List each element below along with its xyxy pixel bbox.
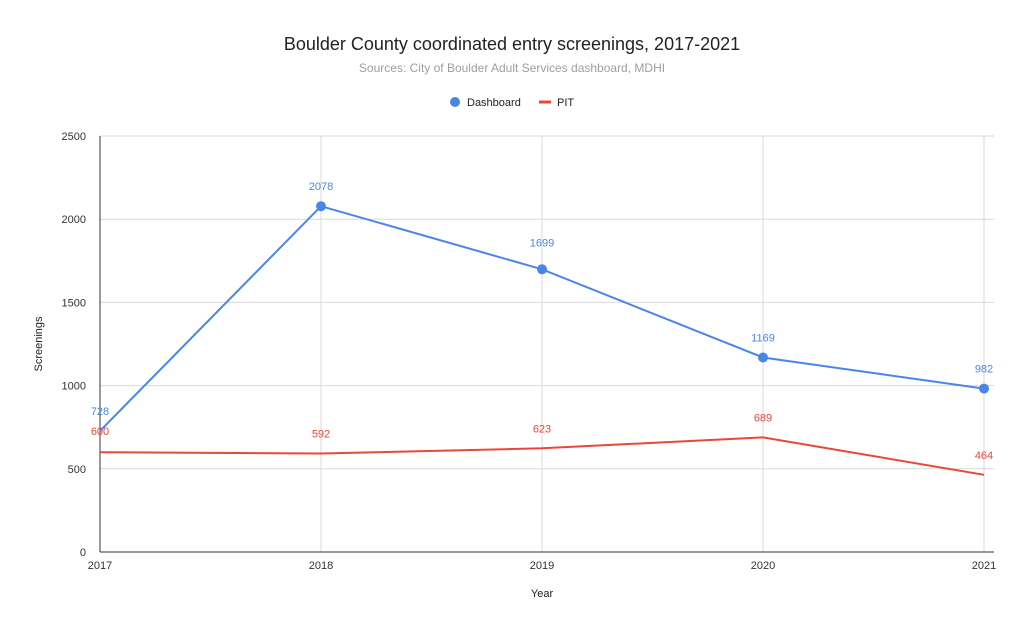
data-point <box>316 201 326 212</box>
data-label: 728 <box>91 406 109 418</box>
chart-title: Boulder County coordinated entry screeni… <box>283 34 741 54</box>
x-tick-label: 2019 <box>530 560 554 572</box>
series-layer <box>99 201 989 476</box>
data-label: 623 <box>533 423 551 435</box>
x-axis-title: Year <box>531 588 554 600</box>
legend-swatch <box>450 97 460 107</box>
data-point <box>537 264 547 275</box>
x-tick-label: 2021 <box>972 560 996 572</box>
data-label: 592 <box>312 428 330 440</box>
data-point <box>979 383 989 394</box>
axes: 0 500 1000 1500 2000 2500 2017 2018 2019 2020 2021… <box>33 131 996 600</box>
y-tick-label: 1000 <box>62 381 86 393</box>
data-label: 1699 <box>530 237 554 249</box>
x-tick-label: 2018 <box>309 560 333 572</box>
data-label: 689 <box>754 412 772 424</box>
y-tick-label: 500 <box>68 464 86 476</box>
data-label: 1169 <box>751 332 775 344</box>
data-label: 464 <box>975 450 993 462</box>
legend-items: Dashboard PIT <box>450 97 574 109</box>
data-label: 600 <box>91 426 109 438</box>
legend-label: PIT <box>557 97 574 109</box>
data-labels: 728 2078 1699 1169 982 600 592 623 689 464 <box>91 181 993 462</box>
data-label: 982 <box>975 364 993 376</box>
x-tick-label: 2020 <box>751 560 775 572</box>
y-tick-label: 1500 <box>62 297 86 309</box>
grid <box>100 135 994 552</box>
y-tick-label: 0 <box>80 547 86 559</box>
chart-subtitle: Sources: City of Boulder Adult Services … <box>358 61 666 75</box>
x-tick-label: 2017 <box>88 560 112 572</box>
legend-label: Dashboard <box>467 97 521 109</box>
y-tick-label: 2000 <box>62 214 86 226</box>
data-label: 2078 <box>309 181 333 193</box>
y-axis-title: Screenings <box>33 316 45 372</box>
y-tick-label: 2500 <box>62 131 86 143</box>
data-point <box>758 352 768 363</box>
legend: Dashboard PIT <box>450 97 574 109</box>
series-line-pit <box>99 436 985 476</box>
